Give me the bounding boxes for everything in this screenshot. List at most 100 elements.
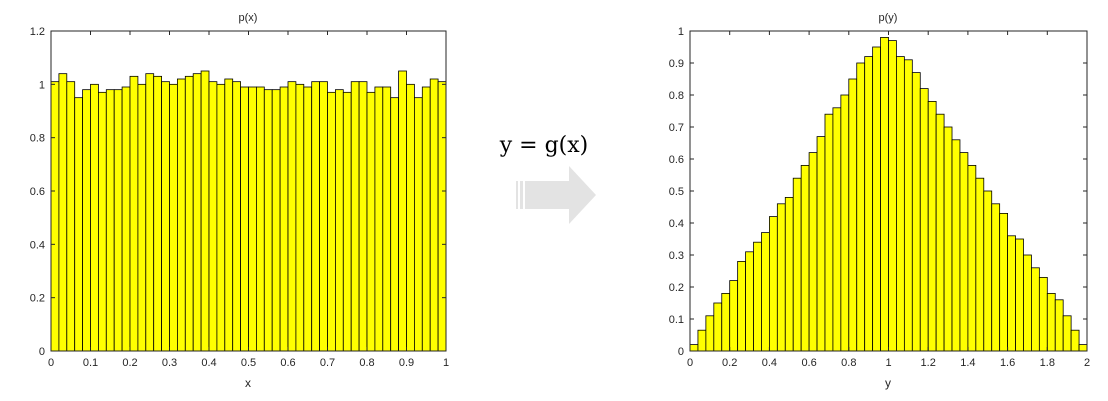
- histogram-bar: [872, 46, 881, 352]
- histogram-bar: [366, 91, 376, 352]
- histogram-bar: [1054, 299, 1064, 352]
- histogram-bar: [824, 113, 834, 352]
- histogram-bar: [421, 86, 431, 352]
- histogram-bar: [713, 302, 723, 352]
- histogram-bar: [58, 73, 68, 352]
- y-tick-label: 0.8: [30, 133, 45, 145]
- histogram-bar: [1070, 329, 1080, 352]
- histogram-bar: [113, 89, 123, 352]
- histogram-bar: [169, 83, 178, 352]
- x-tick-label: 0.2: [722, 357, 737, 369]
- x-tick-label: 0.8: [359, 357, 374, 369]
- histogram-bar: [271, 89, 281, 352]
- histogram-bar: [153, 75, 162, 352]
- histogram-bar: [200, 70, 210, 352]
- histogram-bar: [935, 113, 945, 352]
- histogram-bar: [137, 83, 147, 352]
- histogram-bar: [840, 94, 850, 352]
- histogram-bar: [374, 86, 384, 352]
- histogram-bar: [864, 56, 874, 352]
- histogram-bar: [208, 81, 218, 352]
- y-tick-label: 0.8: [669, 90, 684, 102]
- chart-px: p(x) 0 0.1 0.2 0.3 0.4 0.5 0.6 0.7 0.8 0.9 1 00.20…: [30, 12, 449, 390]
- histogram-bar: [121, 86, 131, 352]
- x-tick-label: 0.5: [241, 357, 256, 369]
- histogram-bar: [319, 81, 328, 352]
- histogram-bar: [896, 56, 905, 352]
- histogram-bar: [991, 203, 1001, 352]
- histogram-bar: [983, 190, 993, 352]
- y-axis-ticks: 0 0.2 0.4 0.6 0.8 1 1.2: [30, 26, 446, 358]
- histogram-bar: [413, 97, 423, 352]
- y-tick-label: 0.5: [669, 186, 684, 198]
- x-axis-ticks: 0 0.2 0.4 0.6 0.8 1 1.2 1.4 1.6 1.8 2: [687, 31, 1090, 369]
- histogram-bar: [327, 91, 336, 352]
- histogram-bar: [1078, 344, 1088, 352]
- histogram-bar: [50, 81, 60, 352]
- histogram-bar: [74, 97, 83, 352]
- histogram-bar: [999, 212, 1008, 352]
- histogram-bar: [792, 177, 802, 352]
- histogram-bar: [888, 40, 897, 352]
- x-axis-label: y: [885, 376, 891, 390]
- histogram-bar: [98, 91, 107, 352]
- histogram-bar: [1038, 276, 1048, 352]
- histogram-bar: [951, 139, 961, 352]
- histogram-bar: [342, 91, 352, 352]
- y-tick-label: 0.1: [669, 314, 684, 326]
- histogram-bar: [216, 83, 226, 352]
- histogram-bar: [248, 86, 257, 352]
- histogram-bar: [311, 81, 321, 352]
- histogram-bar: [1023, 254, 1032, 352]
- histogram-bar: [1062, 315, 1072, 352]
- x-tick-label: 0.7: [320, 357, 335, 369]
- histogram-bar: [1046, 292, 1056, 352]
- histogram-bar: [382, 86, 392, 352]
- histogram-bar: [1015, 238, 1024, 352]
- histogram-bar: [90, 83, 99, 352]
- x-axis-ticks: 0 0.1 0.2 0.3 0.4 0.5 0.6 0.7 0.8 0.9 1: [48, 31, 449, 369]
- histogram-bar: [943, 126, 953, 352]
- y-tick-label: 0.6: [669, 154, 684, 166]
- x-tick-label: 0.2: [122, 357, 137, 369]
- histogram-bar: [437, 81, 447, 352]
- y-tick-label: 0: [678, 346, 684, 358]
- x-tick-label: 1: [443, 357, 449, 369]
- x-tick-label: 0.4: [201, 357, 216, 369]
- x-tick-label: 0.3: [162, 357, 177, 369]
- x-tick-label: 1.4: [960, 357, 975, 369]
- histogram-bar: [737, 260, 746, 352]
- histogram-bar: [334, 89, 344, 352]
- bar-series: [689, 37, 1088, 352]
- histogram-bar: [1031, 267, 1040, 352]
- x-tick-label: 0.6: [280, 357, 295, 369]
- histogram-bar: [729, 280, 739, 352]
- x-tick-label: 0.6: [801, 357, 816, 369]
- histogram-bar: [184, 75, 194, 352]
- y-axis-ticks: 0 0.1 0.2 0.3 0.4 0.5 0.6 0.7 0.8 0.9 1: [669, 26, 1087, 358]
- x-tick-label: 0.8: [841, 357, 856, 369]
- y-tick-label: 0: [39, 346, 45, 358]
- y-tick-label: 1: [678, 26, 684, 38]
- histogram-bar: [721, 292, 731, 352]
- histogram-bar: [761, 232, 770, 352]
- histogram-bar: [832, 107, 842, 352]
- histogram-bar: [66, 81, 76, 352]
- histogram-bar: [161, 81, 170, 352]
- histogram-bar: [903, 59, 913, 352]
- histogram-bar: [784, 196, 794, 352]
- histogram-bar: [429, 78, 439, 352]
- histogram-bar: [816, 136, 826, 352]
- histogram-bar: [105, 89, 115, 352]
- histogram-bar: [82, 89, 91, 352]
- histogram-bar: [192, 73, 202, 352]
- histogram-bar: [856, 62, 866, 352]
- histogram-bar: [769, 216, 778, 352]
- x-tick-label: 0.9: [399, 357, 414, 369]
- histogram-bar: [398, 70, 407, 352]
- histogram-bar: [808, 152, 818, 352]
- y-tick-label: 0.2: [30, 293, 45, 305]
- y-tick-label: 0.9: [669, 58, 684, 70]
- transform-annotation: y = g(x): [499, 133, 596, 224]
